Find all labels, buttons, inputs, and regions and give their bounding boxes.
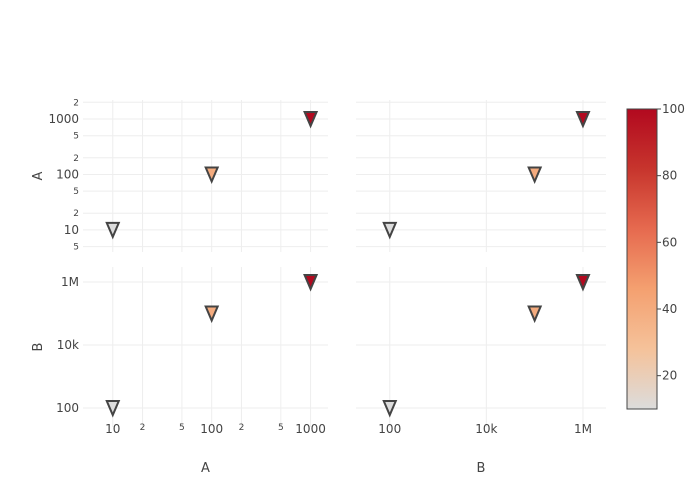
x-tick-label: 100: [200, 422, 223, 436]
x-tick-label: 100: [378, 422, 401, 436]
x-minor-tick-label: 5: [179, 423, 185, 433]
y-axis-title: A: [31, 171, 46, 180]
data-point-marker[interactable]: [575, 110, 591, 129]
data-point-marker[interactable]: [527, 166, 543, 184]
y-tick-label: 1M: [61, 275, 79, 289]
y-minor-tick-label: 5: [73, 243, 79, 253]
x-tick-label: 1000: [295, 422, 326, 436]
y-minor-tick-label: 2: [73, 154, 79, 164]
x-axis-title: B: [477, 461, 486, 476]
data-point-marker[interactable]: [303, 274, 319, 292]
y-minor-tick-label: 5: [73, 187, 79, 197]
y-tick-label: 1000: [48, 112, 79, 126]
x-axis-title: A: [201, 461, 210, 476]
x-tick-label: 1M: [574, 422, 592, 436]
x-tick-label: 10: [105, 422, 120, 436]
data-point-marker[interactable]: [105, 400, 121, 418]
data-point-marker[interactable]: [382, 400, 398, 418]
y-tick-label: 100: [56, 401, 79, 415]
y-axis-title: B: [31, 343, 46, 352]
x-minor-tick-label: 2: [239, 423, 245, 433]
x-minor-tick-label: 2: [140, 423, 146, 433]
x-minor-tick-label: 5: [278, 423, 284, 433]
data-point-marker[interactable]: [527, 305, 543, 324]
data-point-marker[interactable]: [575, 274, 591, 292]
colorbar-tick-label: 80: [662, 169, 677, 183]
data-point-marker[interactable]: [303, 110, 319, 129]
data-point-marker[interactable]: [382, 221, 398, 240]
y-tick-label: 10k: [57, 338, 79, 352]
y-minor-tick-label: 5: [73, 132, 79, 142]
data-point-marker[interactable]: [204, 305, 220, 324]
data-point-marker[interactable]: [204, 166, 220, 184]
colorbar-tick-label: 60: [662, 235, 677, 249]
data-point-marker[interactable]: [105, 221, 121, 240]
y-tick-label: 100: [56, 167, 79, 181]
y-minor-tick-label: 2: [73, 209, 79, 219]
x-tick-label: 10k: [475, 422, 497, 436]
colorbar-tick-label: 100: [662, 102, 685, 116]
colorbar-tick-label: 40: [662, 302, 677, 316]
colorbar-tick-label: 20: [662, 369, 677, 383]
y-minor-tick-label: 2: [73, 98, 79, 108]
colorbar: [626, 108, 658, 410]
y-tick-label: 10: [64, 223, 79, 237]
